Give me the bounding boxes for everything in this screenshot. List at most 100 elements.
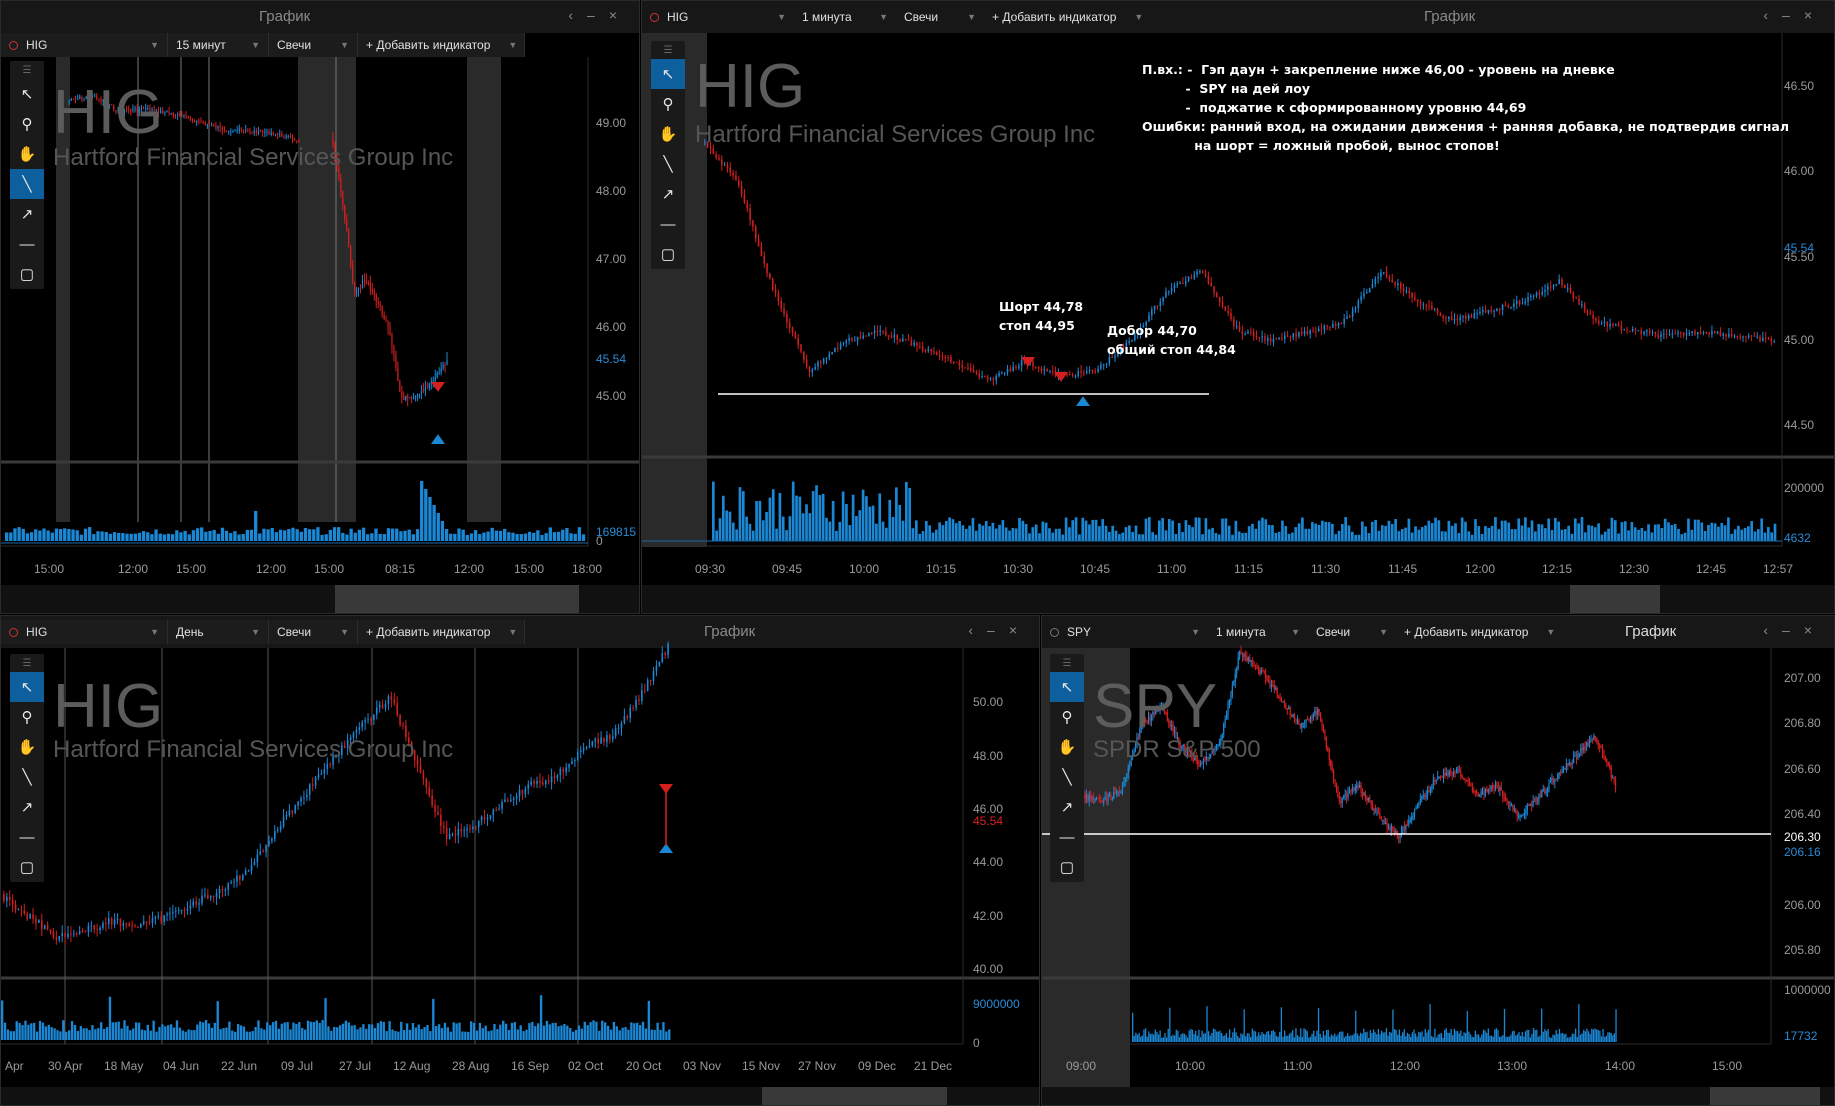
volume-bar [193, 1030, 196, 1040]
candle-body [1603, 755, 1605, 759]
volume-bar [1524, 517, 1527, 541]
candle-body [1422, 794, 1424, 797]
add-indicator-button[interactable]: + Добавить индикатор ▼ [358, 33, 525, 57]
grip-icon[interactable]: ☰ [22, 657, 32, 669]
arrow-icon[interactable]: ↗ [20, 206, 34, 223]
zoom-icon[interactable]: ⚲ [21, 709, 33, 726]
volume-bar [449, 533, 453, 541]
interval-selector[interactable]: 1 минута ▼ [1208, 620, 1308, 644]
window-titlebar[interactable]: График ‹–× [1042, 616, 1834, 648]
candle-body [1617, 324, 1620, 326]
volume-bar [1353, 1033, 1355, 1042]
hand-icon[interactable]: ✋ [17, 739, 37, 756]
rect-icon[interactable]: ▢ [660, 246, 676, 263]
volume-bar [1406, 1032, 1409, 1042]
candle-body [55, 937, 58, 940]
add-indicator-button[interactable]: + Добавить индикатор ▼ [984, 5, 1150, 29]
volume-bar [1316, 1030, 1318, 1042]
volume-bar [1400, 529, 1404, 541]
candle-body [223, 130, 226, 132]
hline-icon[interactable]: — [1059, 828, 1075, 846]
volume-bar [944, 520, 948, 541]
chart-type-selector[interactable]: Свечи ▼ [269, 33, 358, 57]
line-icon[interactable]: ╲ [22, 769, 32, 786]
hline-icon[interactable]: — [19, 828, 35, 846]
symbol-selector[interactable]: SPY ▼ [1042, 620, 1208, 644]
volume-bar [149, 1030, 152, 1040]
window-controls[interactable]: ‹–× [968, 622, 1031, 638]
close-icon[interactable]: × [1803, 622, 1826, 638]
collapse-icon[interactable]: ‹ [968, 622, 988, 638]
pointer-icon[interactable]: ↖ [1050, 672, 1084, 702]
grip-icon[interactable]: ☰ [663, 44, 673, 56]
close-icon[interactable]: × [608, 7, 631, 23]
collapse-icon[interactable]: ‹ [568, 7, 588, 23]
line-icon[interactable]: ╲ [10, 169, 44, 199]
grip-icon[interactable]: ☰ [22, 64, 32, 76]
chart-type-selector[interactable]: Свечи ▼ [1308, 620, 1396, 644]
arrow-icon[interactable]: ↗ [661, 186, 675, 203]
volume-bar [38, 1020, 42, 1040]
interval-selector[interactable]: 15 минут ▼ [168, 33, 269, 57]
line-icon[interactable]: ╲ [1062, 769, 1072, 786]
candle-body [14, 904, 17, 910]
close-icon[interactable]: × [1008, 622, 1031, 638]
interval-selector[interactable]: 1 минута ▼ [794, 5, 896, 29]
volume-bar [1293, 1037, 1295, 1042]
chart-type-selector[interactable]: Свечи ▼ [269, 620, 358, 644]
interval-selector[interactable]: День ▼ [168, 620, 269, 644]
zoom-icon[interactable]: ⚲ [1061, 709, 1073, 726]
candle-body [664, 653, 666, 655]
volume-bar [668, 1029, 671, 1040]
close-icon[interactable]: × [1803, 7, 1826, 23]
hline-icon[interactable]: — [19, 235, 35, 253]
window-controls[interactable]: ‹–× [568, 7, 631, 23]
minimize-icon[interactable]: – [987, 622, 1009, 638]
volume-bar [129, 1030, 132, 1040]
arrow-icon[interactable]: ↗ [20, 799, 34, 816]
window-controls[interactable]: ‹–× [1763, 622, 1826, 638]
add-indicator-button[interactable]: + Добавить индикатор ▼ [1396, 620, 1562, 644]
volume-bar [1084, 520, 1088, 541]
arrow-icon[interactable]: ↗ [1060, 799, 1074, 816]
candle-body [1424, 794, 1426, 798]
volume-bar [1423, 1036, 1425, 1042]
symbol-selector[interactable]: HIG ▼ [1, 620, 168, 644]
pointer-icon[interactable]: ↖ [20, 86, 34, 103]
pointer-icon[interactable]: ↖ [10, 672, 44, 702]
hand-icon[interactable]: ✋ [17, 146, 37, 163]
candle-body [332, 136, 334, 145]
hline-icon[interactable]: — [660, 215, 676, 233]
volume-bar [262, 528, 266, 541]
zoom-icon[interactable]: ⚲ [662, 96, 674, 113]
hand-icon[interactable]: ✋ [658, 126, 678, 143]
collapse-icon[interactable]: ‹ [1763, 622, 1783, 638]
rect-icon[interactable]: ▢ [1059, 859, 1075, 876]
price-chart[interactable] [1042, 616, 1835, 1106]
minimize-icon[interactable]: – [1782, 7, 1804, 23]
symbol-selector[interactable]: HIG ▼ [642, 5, 794, 29]
minimize-icon[interactable]: – [1782, 622, 1804, 638]
minimize-icon[interactable]: – [587, 7, 609, 23]
window-titlebar[interactable]: График ‹–× [642, 1, 1834, 33]
hand-icon[interactable]: ✋ [1057, 739, 1077, 756]
add-indicator-button[interactable]: + Добавить индикатор ▼ [358, 620, 525, 644]
zoom-icon[interactable]: ⚲ [21, 116, 33, 133]
collapse-icon[interactable]: ‹ [1763, 7, 1783, 23]
window-titlebar[interactable]: График ‹–× [1, 1, 639, 33]
candle-body [649, 679, 652, 682]
chart-type-selector[interactable]: Свечи ▼ [896, 5, 984, 29]
volume-bar [88, 527, 92, 541]
grip-icon[interactable]: ☰ [1062, 657, 1072, 669]
window-controls[interactable]: ‹–× [1763, 7, 1826, 23]
pointer-icon[interactable]: ↖ [651, 59, 685, 89]
price-label: 46.00 [1784, 164, 1815, 178]
rect-icon[interactable]: ▢ [19, 266, 35, 283]
candle-body [204, 123, 206, 126]
rect-icon[interactable]: ▢ [19, 859, 35, 876]
price-chart[interactable] [1, 1, 640, 614]
candle-body [1319, 712, 1322, 720]
symbol-selector[interactable]: HIG ▼ [1, 33, 168, 57]
price-chart[interactable] [1, 616, 1040, 1106]
line-icon[interactable]: ╲ [663, 156, 673, 173]
